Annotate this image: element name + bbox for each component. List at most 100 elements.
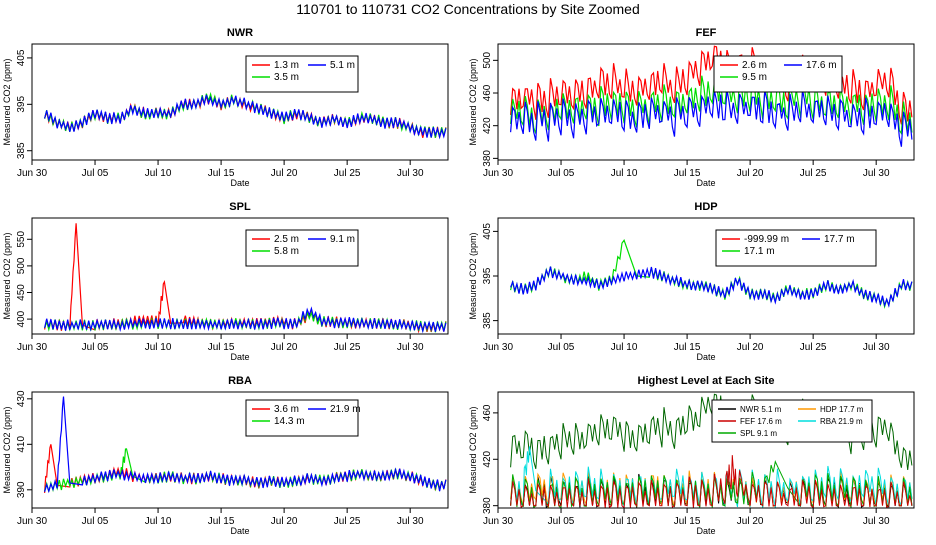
x-tick-label-jul-20: Jul 20 [271,516,298,527]
panel-spl: SPL Jun 30 Jul 05 Jul 10 Jul 15 Jul 20 Jul 25 J… [2,201,449,362]
y-axis-label-spl: Measured CO2 (ppm) [2,232,12,319]
x-tick-label-jul-25: Jul 25 [800,168,827,179]
legend-label-21-9-m: 21.9 m [330,404,361,415]
x-tick-label-jun-30: Jun 30 [17,168,47,179]
legend-label-2-6-m: 2.6 m [742,60,767,71]
y-tick-label-460: 460 [482,404,493,421]
legend-box-nwr [245,55,359,93]
x-tick-label-jul-30: Jul 30 [863,516,890,527]
legend-label-spl-9-1-m: SPL 9.1 m [740,429,777,438]
x-tick-label-jun-30: Jun 30 [483,516,513,527]
legend-label-14-3-m: 14.3 m [274,416,305,427]
x-tick-label-jul-10: Jul 10 [145,516,172,527]
x-tick-label-jul-30: Jul 30 [397,342,424,353]
y-axis-label-hdp: Measured CO2 (ppm) [468,232,478,319]
x-tick-label-jul-05: Jul 05 [82,342,109,353]
y-tick-label-450: 450 [16,284,27,301]
panel-title-nwr: NWR [227,27,253,39]
series-line-spl-2 [44,306,447,334]
legend-label-rba-21-9-m: RBA 21.9 m [820,417,863,426]
y-tick-label-400: 400 [16,310,27,327]
x-tick-label-jul-20: Jul 20 [737,516,764,527]
x-tick-label-jul-20: Jul 20 [737,342,764,353]
y-tick-label-385: 385 [482,312,493,329]
y-tick-label-395: 395 [16,96,27,113]
y-tick-label-380: 380 [482,497,493,514]
x-tick-label-jul-15: Jul 15 [674,168,701,179]
legend-label-2-5-m: 2.5 m [274,234,299,245]
series-line-spl-0 [44,223,447,334]
series-line-highest-level-at-each-site-5 [510,455,913,509]
legend-label-1-3-m: 1.3 m [274,60,299,71]
y-tick-label-420: 420 [482,117,493,134]
panel-rba: RBA Jun 30 Jul 05 Jul 10 Jul 15 Jul 20 Jul 25 J… [2,375,449,536]
plot-frame-fef [497,43,915,161]
panel-highest-level-at-each-site: Highest Level at Each Site Jun 30 Jul 05 Ju… [468,375,915,536]
figure-title: 110701 to 110731 CO2 Concentrations by S… [296,1,639,17]
y-tick-label-430: 430 [16,390,27,407]
series-line-rba-0 [44,444,447,493]
panel-title-hdp: HDP [694,201,717,213]
y-tick-label-500: 500 [482,52,493,69]
legend-label-3-6-m: 3.6 m [274,404,299,415]
x-tick-label-jul-05: Jul 05 [82,168,109,179]
legend-box-rba [245,399,359,437]
y-tick-label-385: 385 [16,142,27,159]
legend-label-17-7-m: 17.7 m [824,234,855,245]
legend-label-5-8-m: 5.8 m [274,246,299,257]
x-axis-label-fef: Date [696,178,715,188]
x-axis-label-hdp: Date [696,352,715,362]
x-tick-label-jul-25: Jul 25 [800,342,827,353]
legend-box-highest-level-at-each-site [711,399,873,443]
legend-box-hdp [715,229,877,267]
x-tick-label-jul-15: Jul 15 [674,516,701,527]
x-tick-label-jul-20: Jul 20 [271,168,298,179]
series-line-fef-1 [510,75,913,136]
y-tick-label-410: 410 [16,436,27,453]
legend-label-hdp-17-7-m: HDP 17.7 m [820,405,864,414]
x-tick-label-jul-30: Jul 30 [863,342,890,353]
y-tick-label-395: 395 [482,267,493,284]
y-axis-label-rba: Measured CO2 (ppm) [2,406,12,493]
y-tick-label-405: 405 [482,223,493,240]
x-tick-label-jul-10: Jul 10 [611,168,638,179]
x-axis-label-nwr: Date [230,178,249,188]
panel-title-rba: RBA [228,375,252,387]
plot-frame-spl [31,217,449,335]
plot-frame-highest-level-at-each-site [497,391,915,509]
legend-label-17-1-m: 17.1 m [744,246,775,257]
x-tick-label-jul-25: Jul 25 [334,516,361,527]
series-line-rba-2 [44,396,447,494]
x-tick-label-jul-20: Jul 20 [271,342,298,353]
y-tick-label-420: 420 [482,451,493,468]
panel-nwr: NWR Jun 30 Jul 05 Jul 10 Jul 15 Jul 20 Jul 25 J… [2,27,449,188]
x-tick-label-jul-05: Jul 05 [548,516,575,527]
y-axis-label-nwr: Measured CO2 (ppm) [2,58,12,145]
x-tick-label-jul-25: Jul 25 [800,516,827,527]
legend-label-9-5-m: 9.5 m [742,72,767,83]
x-tick-label-jun-30: Jun 30 [17,516,47,527]
x-tick-label-jul-30: Jul 30 [397,168,424,179]
panel-title-fef: FEF [696,27,717,39]
x-tick-label-jul-30: Jul 30 [397,516,424,527]
legend-label-17-6-m: 17.6 m [806,60,837,71]
legend-label-fef-17-6-m: FEF 17.6 m [740,417,782,426]
x-tick-label-jul-15: Jul 15 [208,168,235,179]
y-tick-label-380: 380 [482,150,493,167]
y-tick-label-405: 405 [16,49,27,66]
series-line-nwr-2 [44,94,447,140]
x-axis-label-rba: Date [230,526,249,536]
panel-title-spl: SPL [229,201,251,213]
x-tick-label-jul-15: Jul 15 [208,516,235,527]
x-tick-label-jun-30: Jun 30 [483,168,513,179]
legend-box-fef [713,55,843,93]
y-tick-label-390: 390 [16,481,27,498]
y-axis-label-fef: Measured CO2 (ppm) [468,58,478,145]
x-axis-label-spl: Date [230,352,249,362]
series-line-hdp-1 [510,266,913,308]
x-tick-label-jul-05: Jul 05 [548,168,575,179]
x-axis-label-highest-level-at-each-site: Date [696,526,715,536]
x-tick-label-jul-30: Jul 30 [863,168,890,179]
plot-frame-rba [31,391,449,509]
plot-frame-nwr [31,43,449,161]
